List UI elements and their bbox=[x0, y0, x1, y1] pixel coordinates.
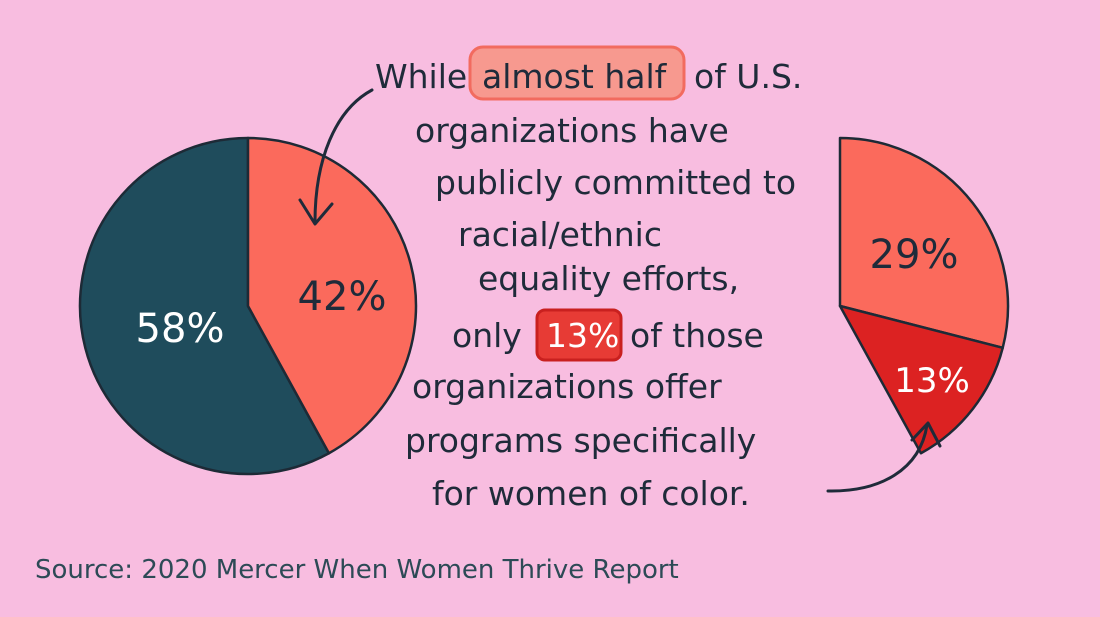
curved-arrow-icon bbox=[298, 88, 374, 226]
headline-line-8: programs specifically bbox=[405, 421, 756, 460]
highlight-almost-half bbox=[468, 45, 686, 101]
right-pie-chart: 29% 13% bbox=[838, 136, 1010, 455]
pie-slice-29 bbox=[838, 136, 1010, 350]
headline-line-4: racial/ethnic bbox=[458, 215, 662, 254]
pie-slice-13 bbox=[838, 304, 1004, 455]
highlight-text-almost-half: almost half bbox=[482, 57, 668, 96]
source-caption: Source: 2020 Mercer When Women Thrive Re… bbox=[35, 555, 679, 585]
pie-slice-58 bbox=[78, 136, 331, 476]
headline-line-2: organizations have bbox=[415, 111, 729, 150]
highlight-13-percent bbox=[535, 308, 623, 362]
headline-line-3: publicly committed to bbox=[435, 163, 796, 202]
headline-text: While almost half of U.S. organizations … bbox=[375, 57, 802, 513]
highlight-text-13-percent: 13% bbox=[546, 316, 619, 355]
pie-label-29: 29% bbox=[870, 232, 959, 278]
pie-label-42: 42% bbox=[298, 274, 387, 320]
pie-label-58: 58% bbox=[136, 306, 225, 352]
left-pie-chart: 58% 42% bbox=[78, 136, 418, 476]
pie-label-13: 13% bbox=[894, 361, 970, 401]
headline-line-6: only 13% of those bbox=[452, 316, 764, 355]
headline-line-1: While almost half of U.S. bbox=[375, 57, 802, 96]
curved-arrow-icon bbox=[826, 421, 942, 493]
pie-slice-42 bbox=[246, 136, 418, 455]
headline-line-9: for women of color. bbox=[432, 474, 750, 513]
headline-line-7: organizations offer bbox=[412, 367, 722, 406]
headline-line-5: equality efforts, bbox=[478, 259, 739, 298]
